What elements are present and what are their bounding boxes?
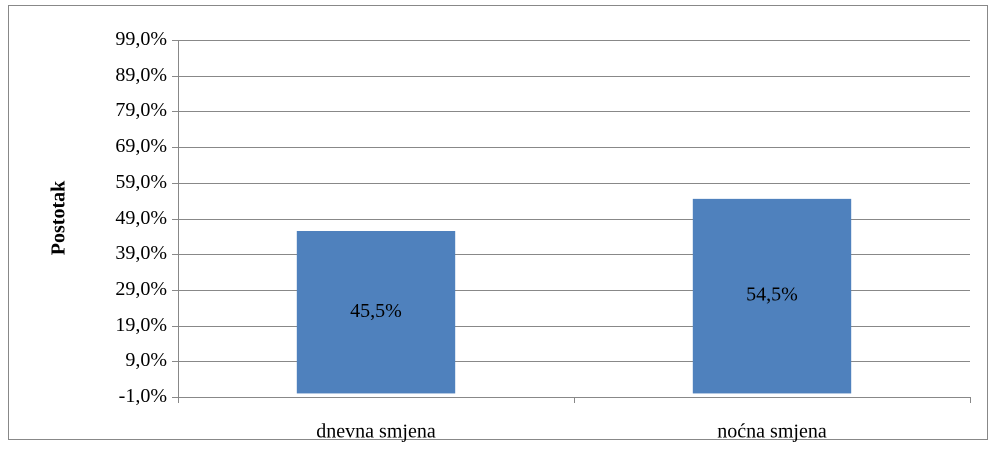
y-tick-label: -1,0% — [119, 385, 167, 407]
y-tick-label: 69,0% — [115, 135, 167, 157]
y-tick-label: 59,0% — [115, 171, 167, 193]
y-tick-label: 29,0% — [115, 278, 167, 300]
value-label: 54,5% — [746, 284, 798, 306]
y-tick-label: 99,0% — [115, 28, 167, 50]
x-tick-label: dnevna smjena — [316, 421, 436, 443]
x-tick-label: noćna smjena — [717, 421, 827, 443]
y-tick-label: 9,0% — [125, 349, 167, 371]
y-tick-label: 79,0% — [115, 99, 167, 121]
bar — [692, 198, 852, 394]
value-label: 45,5% — [350, 300, 402, 322]
y-tick-label: 49,0% — [115, 207, 167, 229]
bar — [296, 230, 456, 394]
y-axis-label: Postotak — [48, 180, 70, 255]
y-tick-label: 89,0% — [115, 64, 167, 86]
y-tick-label: 39,0% — [115, 242, 167, 264]
y-tick-label: 19,0% — [115, 314, 167, 336]
